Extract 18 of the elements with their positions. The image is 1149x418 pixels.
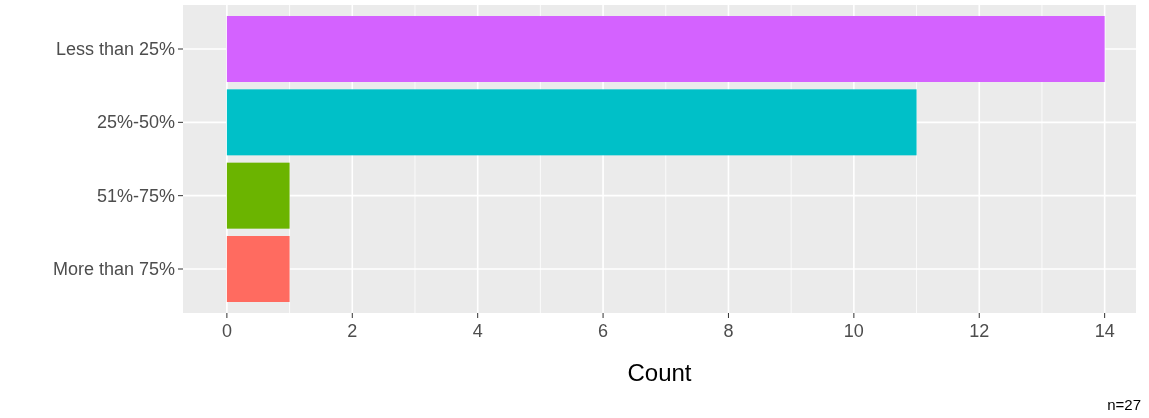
- x-tick-label: 6: [598, 321, 609, 341]
- x-axis-title: Count: [627, 359, 692, 386]
- x-tick-label: 12: [969, 321, 990, 341]
- x-tick-label: 8: [723, 321, 734, 341]
- text: n=27: [1107, 396, 1141, 413]
- y-tick-label: Less than 25%: [55, 39, 175, 59]
- x-tick-label: 4: [472, 321, 483, 341]
- y-tick-label: 25%-50%: [96, 112, 175, 133]
- bar: [226, 16, 1105, 82]
- bar: [226, 236, 290, 302]
- y-tick-label: More than 75%: [52, 259, 175, 279]
- bar: [226, 162, 290, 229]
- x-tick-label: 10: [843, 321, 864, 341]
- x-tick-label: 2: [347, 321, 358, 341]
- y-tick-label: 51%-75%: [96, 185, 175, 206]
- bar: [226, 89, 917, 156]
- x-tick-label: 14: [1094, 321, 1115, 341]
- x-tick-label: 0: [221, 321, 232, 341]
